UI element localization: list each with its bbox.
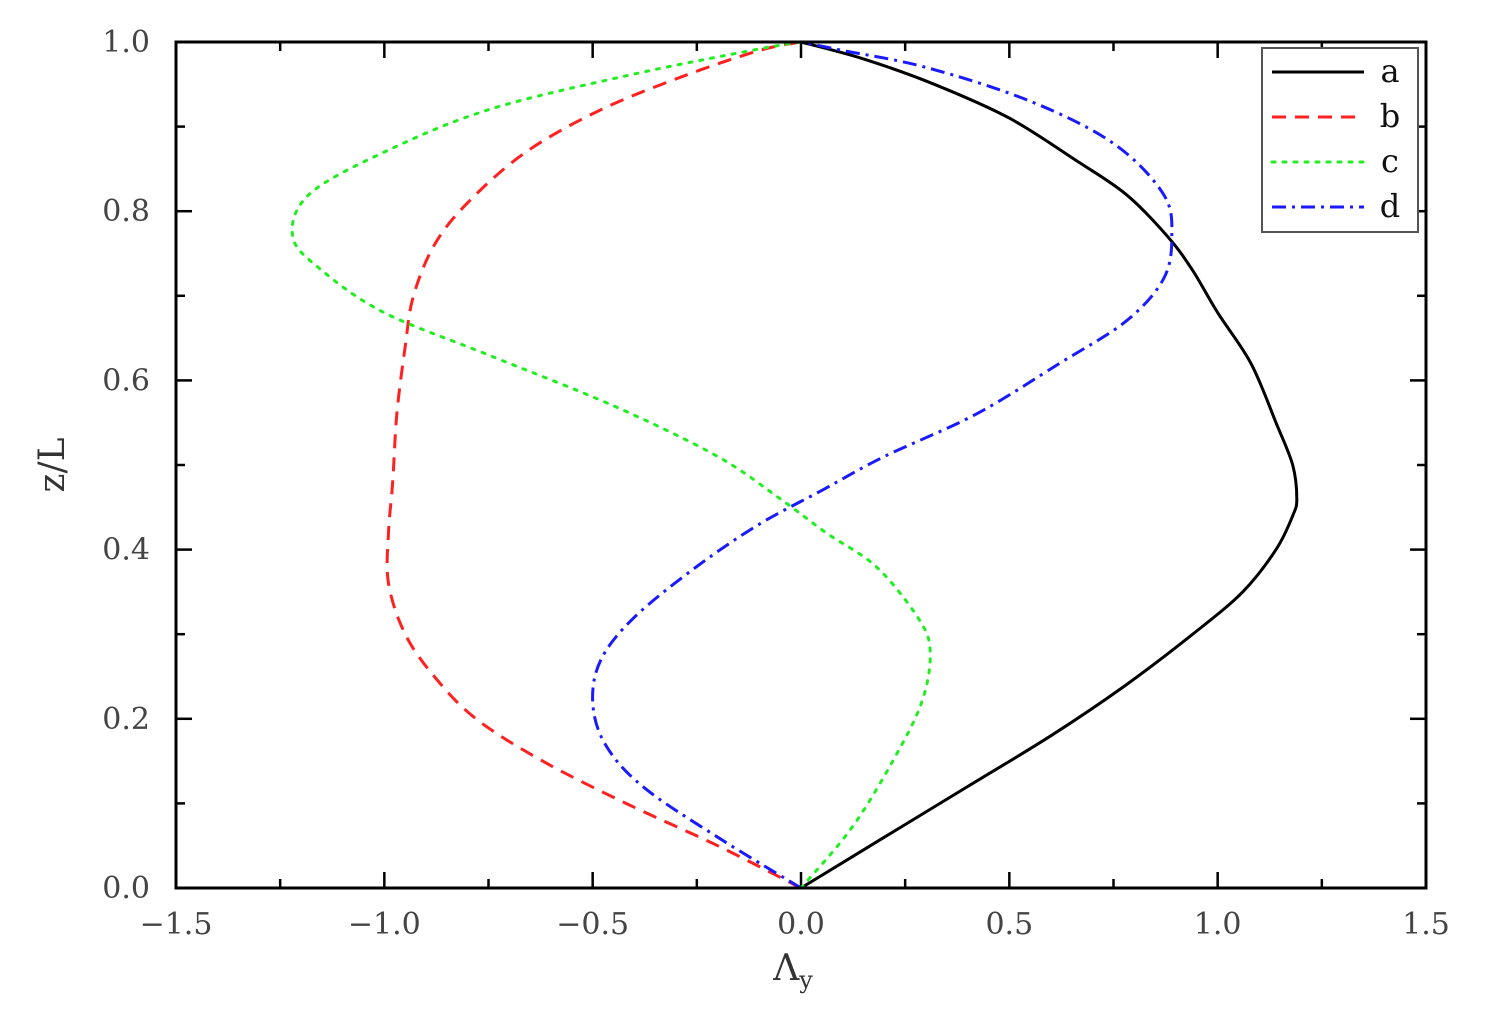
x-axis-title: Λy bbox=[772, 948, 813, 994]
tick-marks bbox=[174, 40, 1428, 890]
x-tick-label: 0.0 bbox=[777, 907, 825, 942]
series-layer bbox=[290, 40, 1299, 890]
x-tick-label: −0.5 bbox=[556, 907, 629, 942]
y-tick-label: 1.0 bbox=[102, 25, 150, 60]
y-tick-label: 0.2 bbox=[102, 702, 150, 737]
legend-label-b: b bbox=[1380, 97, 1400, 135]
legend-label-d: d bbox=[1380, 187, 1400, 225]
y-axis-title: z/L bbox=[32, 437, 73, 492]
y-tick-label: 0.4 bbox=[102, 533, 150, 568]
series-line-a bbox=[800, 40, 1299, 890]
y-tick-label: 0.6 bbox=[102, 363, 150, 398]
x-axis-title-subscript: y bbox=[798, 966, 813, 994]
x-tick-label: 1.5 bbox=[1402, 907, 1450, 942]
legend-box bbox=[1261, 47, 1419, 233]
plot-frame bbox=[174, 40, 1428, 890]
series-line-b bbox=[385, 40, 802, 890]
y-tick-label: 0.0 bbox=[102, 871, 150, 906]
x-tick-label: −1.5 bbox=[140, 907, 213, 942]
x-tick-label: 0.5 bbox=[985, 907, 1033, 942]
x-axis-title-main: Λ bbox=[772, 948, 800, 989]
tick-labels: −1.5 −1.0 −0.5 0.0 0.5 1.0 1.5 0.0 0.2 0.4 0.6 0.8 1… bbox=[102, 25, 1450, 942]
x-tick-label: 1.0 bbox=[1194, 907, 1242, 942]
x-tick-label: −1.0 bbox=[348, 907, 421, 942]
legend-label-a: a bbox=[1380, 52, 1399, 90]
y-tick-label: 0.8 bbox=[102, 194, 150, 229]
series-line-d bbox=[591, 40, 1174, 890]
series-line-c bbox=[290, 40, 932, 890]
legend-label-c: c bbox=[1381, 142, 1399, 180]
